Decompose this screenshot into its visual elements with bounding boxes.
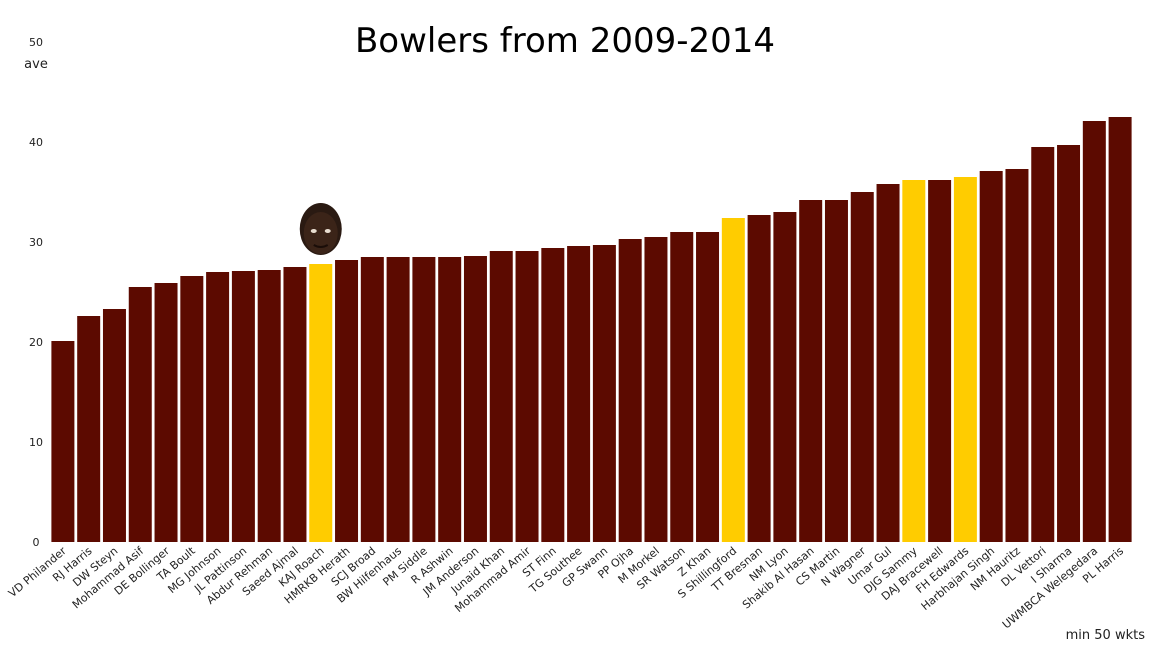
- bar-shakib-al-hasan: [799, 200, 823, 542]
- bar-abdur-rehman: [257, 270, 281, 542]
- bar-hmrkb-herath: [335, 260, 359, 542]
- bars: [51, 117, 1132, 542]
- bar-scj-broad: [360, 257, 384, 542]
- y-tick-label: 10: [29, 436, 43, 449]
- bar-mohammad-amir: [515, 251, 539, 542]
- bar-kaj-roach: [309, 264, 333, 542]
- bar-djg-sammy: [902, 180, 926, 542]
- bar-m-morkel: [644, 237, 668, 542]
- bar-pp-ojha: [618, 239, 642, 542]
- bar-z-khan: [696, 232, 720, 542]
- bar-sr-watson: [670, 232, 694, 542]
- bar-r-ashwin: [438, 257, 462, 542]
- y-axis-ticks: 0 10 20 30 40 50: [29, 36, 43, 549]
- y-axis-label: ave: [24, 57, 48, 72]
- bar-umar-gul: [876, 184, 900, 542]
- bar-nm-hauritz: [1005, 169, 1029, 542]
- bar-junaid-khan: [489, 251, 513, 542]
- bar-harbhajan-singh: [979, 171, 1003, 542]
- bar-i-sharma: [1057, 145, 1081, 542]
- bar-fh-edwards: [953, 177, 977, 542]
- player-headshot-icon: [299, 203, 342, 255]
- bar-dw-steyn: [102, 309, 126, 542]
- footnote: min 50 wkts: [1066, 628, 1146, 643]
- y-tick-label: 40: [29, 136, 43, 149]
- bar-uwmbca-welegedara: [1082, 121, 1106, 542]
- bar-mg-johnson: [206, 272, 230, 542]
- bar-vd-philander: [51, 341, 75, 542]
- y-tick-label: 30: [29, 236, 43, 249]
- bar-rj-harris: [77, 316, 101, 542]
- bar-tg-southee: [567, 246, 591, 542]
- y-tick-label: 20: [29, 336, 43, 349]
- chart-title: Bowlers from 2009-2014: [355, 21, 775, 61]
- bar-daj-bracewell: [928, 180, 952, 542]
- bar-gp-swann: [592, 245, 616, 542]
- bar-ta-boult: [180, 276, 204, 542]
- annotation-layer: [299, 203, 342, 255]
- bar-dl-vettori: [1031, 147, 1055, 542]
- bar-nm-lyon: [773, 212, 797, 542]
- bar-tt-bresnan: [747, 215, 771, 542]
- bar-st-finn: [541, 248, 565, 542]
- bar-bw-hilfenhaus: [386, 257, 410, 542]
- bar-s-shillingford: [721, 218, 745, 542]
- bar-jl-pattinson: [231, 271, 255, 542]
- y-tick-label: 0: [33, 536, 40, 549]
- bar-cs-martin: [824, 200, 848, 542]
- bar-n-wagner: [850, 192, 874, 542]
- bar-pl-harris: [1108, 117, 1132, 542]
- bar-pm-siddle: [412, 257, 436, 542]
- bar-jm-anderson: [463, 256, 487, 542]
- y-tick-label: 50: [29, 36, 43, 49]
- bar-saeed-ajmal: [283, 267, 307, 542]
- bar-mohammad-asif: [128, 287, 152, 542]
- bar-de-bollinger: [154, 283, 178, 542]
